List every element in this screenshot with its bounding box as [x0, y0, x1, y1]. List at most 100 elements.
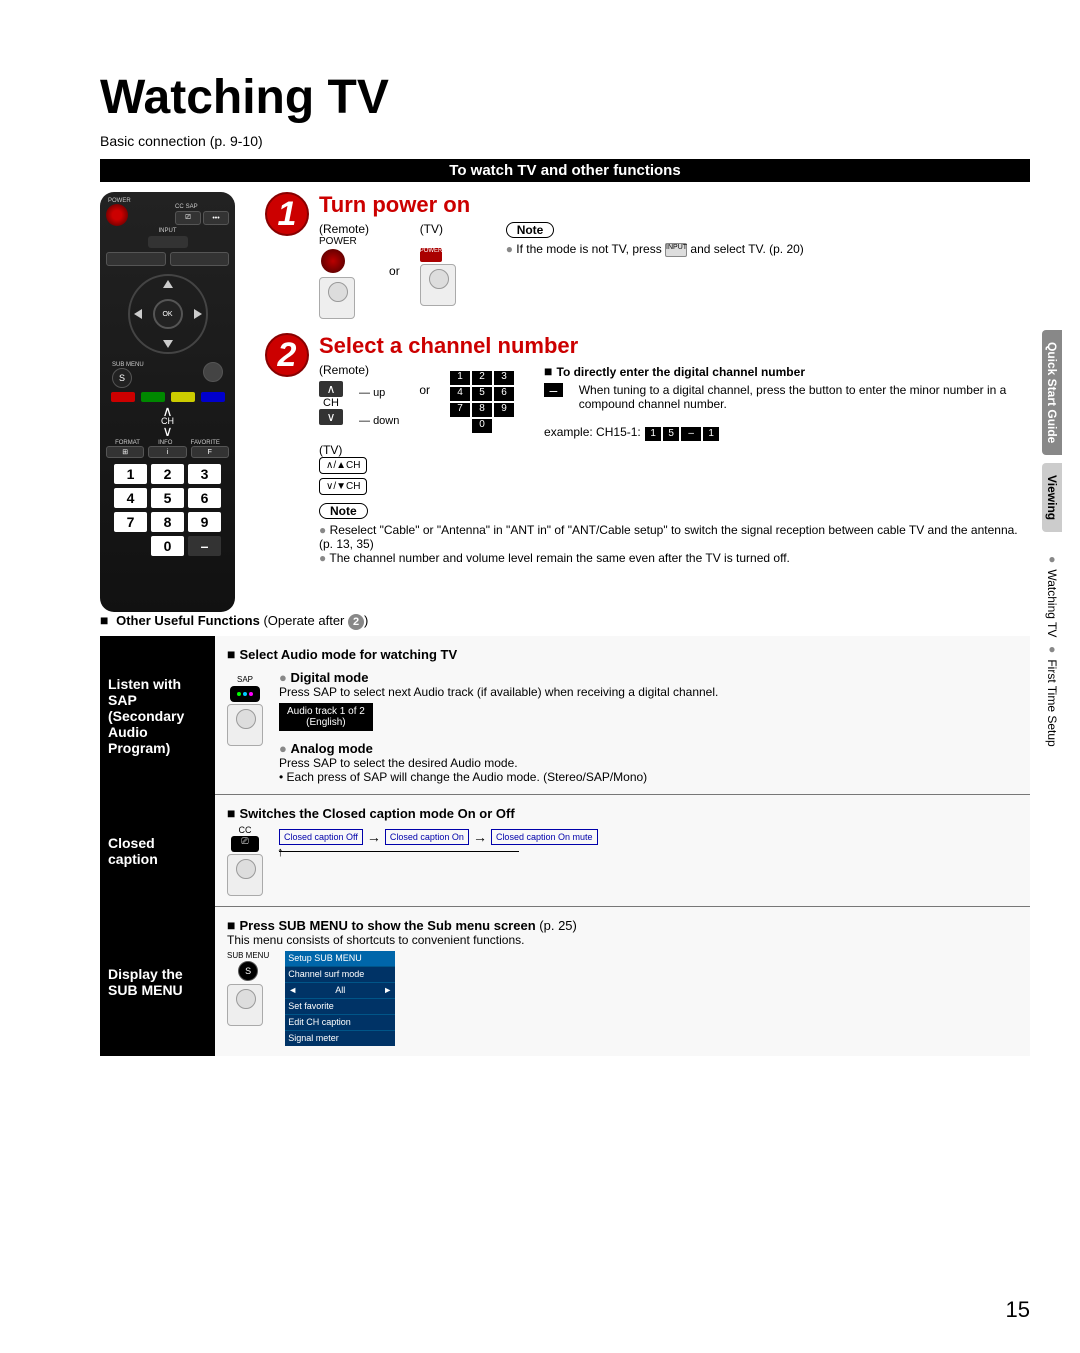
- numpad-key: 6: [188, 488, 221, 508]
- audio-track-box: Audio track 1 of 2 (English): [279, 703, 373, 731]
- numpad-key: 4: [114, 488, 147, 508]
- step-1-title: Turn power on: [319, 192, 1030, 218]
- numpad-key: 9: [188, 512, 221, 532]
- section-bar: To watch TV and other functions: [100, 159, 1030, 182]
- functions-table: Listen with SAP (Secondary Audio Program…: [100, 636, 1030, 1056]
- keypad-key: 5: [472, 387, 492, 401]
- step1-or: or: [389, 264, 400, 278]
- submenu-heading: Press SUB MENU to show the Sub menu scre…: [239, 918, 535, 933]
- step2-tv-label: (TV): [319, 443, 342, 457]
- other-funcs-heading: ■ Other Useful Functions (Operate after …: [100, 612, 1030, 630]
- keypad-key: 3: [494, 371, 514, 385]
- note-label: Note: [506, 222, 555, 238]
- step-2-title: Select a channel number: [319, 333, 1030, 359]
- step1-remote-label: (Remote): [319, 222, 369, 236]
- steps-column: 1 Turn power on (Remote) POWER or (TV) P…: [265, 192, 1030, 612]
- remote-dpad: OK: [128, 274, 208, 354]
- step-2: 2 Select a channel number (Remote) ∧ CH …: [265, 333, 1030, 565]
- remote-color-buttons: [106, 392, 229, 402]
- numpad-key: 3: [188, 464, 221, 484]
- step-2-number: 2: [265, 333, 309, 377]
- sap-left-title: Listen with SAP (Secondary Audio Program…: [100, 636, 215, 795]
- sap-heading: Select Audio mode for watching TV: [239, 647, 457, 662]
- step1-power-icon: [321, 249, 345, 273]
- tv-ch-down: ∨/▼CH: [319, 478, 367, 495]
- step-1-number: 1: [265, 192, 309, 236]
- tv-ch-up: ∧/▲CH: [319, 457, 367, 474]
- thumb-icon: [420, 264, 456, 306]
- remote-ch-vol: ∧ CH ∨: [106, 406, 229, 436]
- keypad-key: 4: [450, 387, 470, 401]
- remote-sap-label: SAP: [186, 204, 198, 210]
- remote-power-button: [106, 204, 128, 226]
- submenu-text: This menu consists of shortcuts to conve…: [227, 933, 1018, 947]
- keypad-key: 6: [494, 387, 514, 401]
- content-area: POWER CC SAP ⎚ ••• INPUT: [100, 192, 1030, 612]
- page-title: Watching TV: [100, 70, 1030, 125]
- remote-column: POWER CC SAP ⎚ ••• INPUT: [100, 192, 245, 612]
- numpad-key: 0: [151, 536, 184, 556]
- numpad-key: –: [188, 536, 221, 556]
- remote-ok-button: OK: [153, 299, 183, 329]
- digital-text: When tuning to a digital channel, press …: [579, 383, 1030, 411]
- sap-button-icon: [230, 686, 260, 702]
- step2-or: or: [419, 383, 430, 397]
- cc-mode: Closed caption Off: [279, 829, 363, 845]
- submenu-btn-label: SUB MENU: [227, 951, 269, 960]
- keypad-key: 9: [494, 403, 514, 417]
- tab-breadcrumb: ● Watching TV ● First Time Setup: [1042, 540, 1062, 758]
- remote-submenu-button: S: [112, 368, 132, 388]
- cc-mode-chain: Closed caption Off→Closed caption On→Clo…: [279, 829, 598, 845]
- digital-mode-text: Press SAP to select next Audio track (if…: [279, 685, 1018, 699]
- step1-note-text: If the mode is not TV, press INPUT and s…: [506, 242, 804, 257]
- thumb-icon: [227, 854, 263, 896]
- analog-text1: Press SAP to select the desired Audio mo…: [279, 756, 1018, 770]
- step1-power-label: POWER: [319, 236, 357, 247]
- submenu-left-title: Display the SUB MENU: [100, 907, 215, 1056]
- subtitle: Basic connection (p. 9-10): [100, 133, 1030, 149]
- step-1: 1 Turn power on (Remote) POWER or (TV) P…: [265, 192, 1030, 319]
- numpad-key: 7: [114, 512, 147, 532]
- example-key: 1: [645, 427, 661, 441]
- remote-return-button: [203, 362, 223, 382]
- remote-numpad: 1234567890–: [106, 460, 229, 560]
- submenu-s-icon: S: [238, 961, 258, 981]
- numpad-key: 8: [151, 512, 184, 532]
- input-icon: INPUT: [665, 243, 687, 257]
- keypad-key: 7: [450, 403, 470, 417]
- cc-button-icon: ⎚: [231, 836, 259, 852]
- keypad-key: 0: [472, 419, 492, 433]
- remote-illustration: POWER CC SAP ⎚ ••• INPUT: [100, 192, 235, 612]
- thumb-icon: [227, 984, 263, 1026]
- numpad-key: 5: [151, 488, 184, 508]
- tab-quickstart: Quick Start Guide: [1042, 330, 1062, 455]
- remote-btn-right: [170, 252, 230, 266]
- page-number: 15: [1006, 1297, 1030, 1323]
- cc-left-title: Closed caption: [100, 795, 215, 907]
- func-row-sap: Listen with SAP (Secondary Audio Program…: [100, 636, 1030, 795]
- remote-btn-left: [106, 252, 166, 266]
- remote-sap-button: •••: [203, 211, 229, 225]
- tv-power-icon: POWER: [420, 248, 442, 262]
- keypad-key: 1: [450, 371, 470, 385]
- digital-heading: To directly enter the digital channel nu…: [557, 365, 805, 379]
- remote-submenu-label: SUB MENU: [112, 362, 144, 368]
- thumb-icon: [227, 704, 263, 746]
- cc-heading: Switches the Closed caption mode On or O…: [239, 806, 514, 821]
- step2-note-label: Note: [319, 503, 368, 519]
- digital-mode-h: Digital mode: [290, 670, 368, 685]
- cc-mode: Closed caption On mute: [491, 829, 598, 845]
- example-row: example: CH15-1: 15–1: [544, 425, 720, 441]
- example-key: –: [681, 427, 701, 441]
- step2-notes: Reselect "Cable" or "Antenna" in "ANT in…: [319, 523, 1030, 565]
- step1-tv-label: (TV): [420, 222, 443, 236]
- func-row-cc: Closed caption ■Switches the Closed capt…: [100, 795, 1030, 907]
- analog-mode-h: Analog mode: [290, 741, 372, 756]
- ch-block: ∧ CH ∨: [319, 381, 343, 425]
- remote-input-button: [148, 236, 188, 248]
- numpad-key: 1: [114, 464, 147, 484]
- note-bullet: The channel number and volume level rema…: [319, 551, 1030, 565]
- remote-cc-button: ⎚: [175, 211, 201, 225]
- analog-text2: • Each press of SAP will change the Audi…: [279, 770, 1018, 784]
- note-bullet: Reselect "Cable" or "Antenna" in "ANT in…: [319, 523, 1030, 551]
